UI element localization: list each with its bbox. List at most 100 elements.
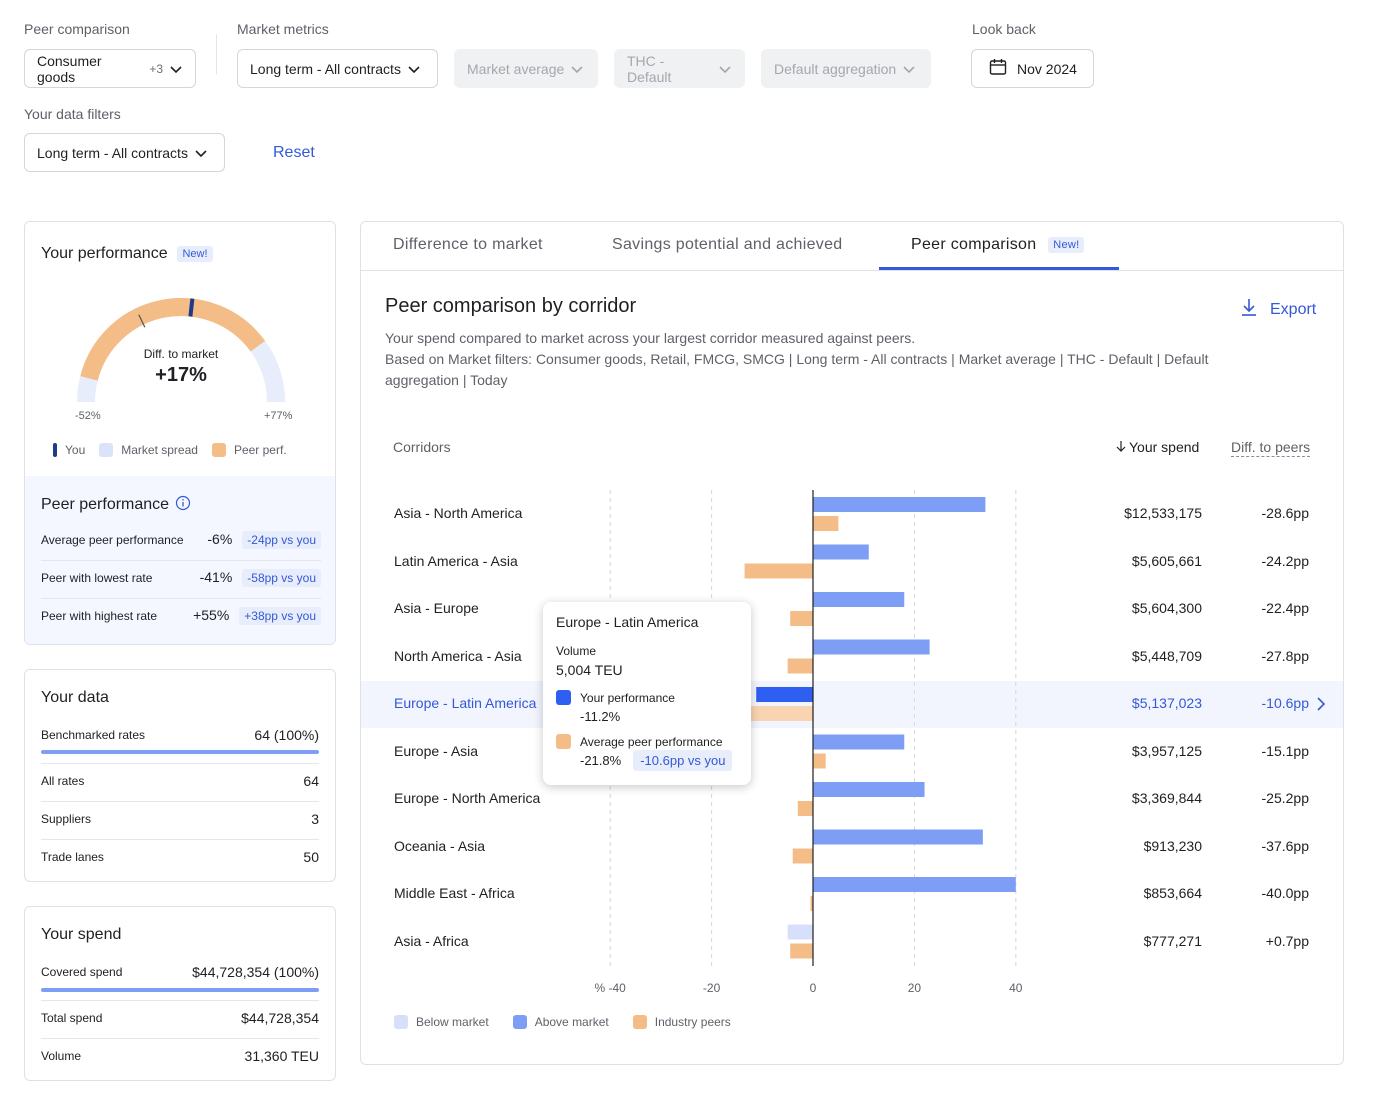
look-back-date-picker[interactable]: Nov 2024	[971, 49, 1094, 88]
your-performance-bar	[813, 639, 930, 655]
legend-market-spread-label: Market spread	[121, 443, 198, 457]
legend-peer-perf: Peer perf.	[211, 443, 287, 457]
peer-group-dropdown[interactable]: Consumer goods +3	[24, 49, 196, 88]
x-tick-label: 20	[907, 981, 922, 995]
peer-performance-bar	[787, 658, 813, 674]
chevron-down-icon	[169, 62, 183, 76]
market-metrics-label: Market metrics	[237, 21, 329, 37]
peer-performance-bar	[792, 848, 813, 864]
data-filter-dropdown[interactable]: Long term - All contracts	[24, 133, 225, 172]
corridor-label[interactable]: North America - Asia	[394, 647, 522, 664]
col-diff-header[interactable]: Diff. to peers	[1231, 439, 1311, 457]
corridor-label[interactable]: Oceania - Asia	[394, 837, 486, 854]
corridor-label[interactable]: Asia - Europe	[394, 600, 479, 616]
peer-performance-bar	[790, 943, 813, 959]
divider	[41, 1000, 319, 1001]
corridor-label[interactable]: Europe - Latin America	[394, 695, 537, 711]
thc-dropdown: THC - Default	[614, 49, 745, 88]
your-performance-bar	[813, 497, 986, 512]
gauge-max-label: +77%	[264, 410, 293, 422]
your-data-title: Your data	[41, 689, 109, 706]
corridor-label[interactable]: Europe - North America	[394, 790, 541, 806]
peer-row-highest: Peer with highest rate +55% +38pp vs you	[41, 607, 321, 625]
chevron-down-icon	[407, 62, 421, 76]
tooltip-volume-label: Volume	[556, 644, 597, 658]
data-row-value: 64	[303, 773, 319, 789]
gauge-legend: You Market spread Peer perf.	[53, 443, 301, 457]
tooltip-you-label: Your performance	[580, 690, 675, 705]
spend-row-total: Total spend $44,728,354	[41, 1010, 319, 1026]
spend-value: $777,271	[1143, 932, 1202, 949]
peer-comparison-label: Peer comparison	[24, 21, 130, 37]
look-back-label: Look back	[972, 21, 1036, 37]
tooltip-peer-chip: -10.6pp vs you	[633, 750, 733, 771]
x-tick-label: 0	[809, 981, 817, 995]
col-spend-label: Your spend	[1129, 439, 1200, 455]
tab-difference-to-market[interactable]: Difference to market	[393, 236, 543, 253]
tooltip-you-row: Your performance	[556, 690, 738, 705]
spend-value: $913,230	[1143, 837, 1202, 854]
data-row-all-rates: All rates 64	[41, 773, 319, 789]
export-label: Export	[1270, 300, 1317, 318]
tab-bar-divider	[361, 270, 1343, 271]
reset-button[interactable]: Reset	[273, 144, 315, 161]
panel-description-line: Based on Market filters: Consumer goods,…	[385, 351, 1209, 367]
peer-row-average: Average peer performance -6% -24pp vs you	[41, 531, 321, 549]
legend-below-market: Below market	[394, 1015, 489, 1029]
peer-performance-title-text: Peer performance	[41, 495, 170, 513]
spend-row-value: $44,728,354 (100%)	[192, 964, 319, 980]
col-corridors-header: Corridors	[393, 439, 451, 455]
peer-row-value: +55%	[193, 607, 230, 623]
spend-value: $12,533,175	[1124, 505, 1202, 521]
export-button[interactable]: Export	[1240, 297, 1316, 322]
info-icon[interactable]	[175, 495, 191, 514]
col-spend-header[interactable]: Your spend	[1115, 439, 1199, 455]
peer-performance-bar	[790, 611, 813, 626]
legend-you-label: You	[65, 443, 86, 457]
spend-value: $853,664	[1143, 885, 1202, 901]
tab-peer-comparison[interactable]: Peer comparison New!	[911, 236, 1085, 254]
gauge-label: Diff. to market	[143, 347, 219, 361]
panel-description-line: Your spend compared to market across you…	[385, 330, 916, 346]
spend-row-volume: Volume 31,360 TEU	[41, 1048, 319, 1064]
panel-description: Your spend compared to market across you…	[385, 328, 1208, 391]
corridor-label[interactable]: Latin America - Asia	[394, 552, 518, 569]
chevron-down-icon	[718, 62, 732, 76]
legend-above-market-swatch	[512, 1015, 527, 1029]
diff-value: -24.2pp	[1261, 552, 1309, 569]
chevron-down-icon	[902, 62, 916, 76]
legend-industry-peers-swatch	[632, 1015, 647, 1029]
filter-divider	[216, 34, 217, 74]
peer-row-chip: -24pp vs you	[242, 531, 321, 549]
data-row-value: 64 (100%)	[254, 727, 319, 743]
spend-row-value: 31,360 TEU	[244, 1048, 319, 1064]
performance-title-text: Your performance	[41, 245, 168, 262]
performance-title: Your performance New!	[41, 245, 213, 263]
data-row-label: All rates	[41, 774, 85, 788]
contract-type-dropdown[interactable]: Long term - All contracts	[237, 49, 438, 88]
tab-savings-potential[interactable]: Savings potential and achieved	[612, 236, 843, 253]
divider	[41, 839, 319, 840]
performance-card: Your performance New! Diff. to market +1…	[24, 221, 336, 645]
arrow-down-icon	[1115, 439, 1127, 455]
download-icon	[1240, 297, 1258, 322]
diff-value: -10.6pp	[1261, 695, 1309, 711]
corridor-label[interactable]: Europe - Asia	[394, 742, 479, 759]
your-spend-card: Your spend Covered spend $44,728,354 (100…	[24, 906, 336, 1081]
chevron-right-icon[interactable]	[1316, 696, 1326, 715]
corridor-label[interactable]: Middle East - Africa	[394, 885, 515, 901]
tooltip-peer-row: Average peer performance	[556, 734, 738, 749]
x-tick-label: 40	[1009, 981, 1023, 995]
benchmarked-progress-bar	[41, 750, 319, 754]
legend-industry-peers: Industry peers	[632, 1015, 731, 1029]
corridor-label[interactable]: Asia - North America	[394, 505, 523, 521]
tooltip-peer-swatch	[556, 734, 571, 749]
spend-value: $5,448,709	[1131, 647, 1202, 664]
peer-performance-bar	[813, 753, 826, 769]
data-row-value: 50	[303, 849, 319, 865]
x-tick-label: -20	[702, 981, 721, 995]
spend-value: $3,369,844	[1131, 790, 1202, 806]
your-performance-bar	[813, 829, 983, 845]
corridor-label[interactable]: Asia - Africa	[394, 932, 469, 949]
